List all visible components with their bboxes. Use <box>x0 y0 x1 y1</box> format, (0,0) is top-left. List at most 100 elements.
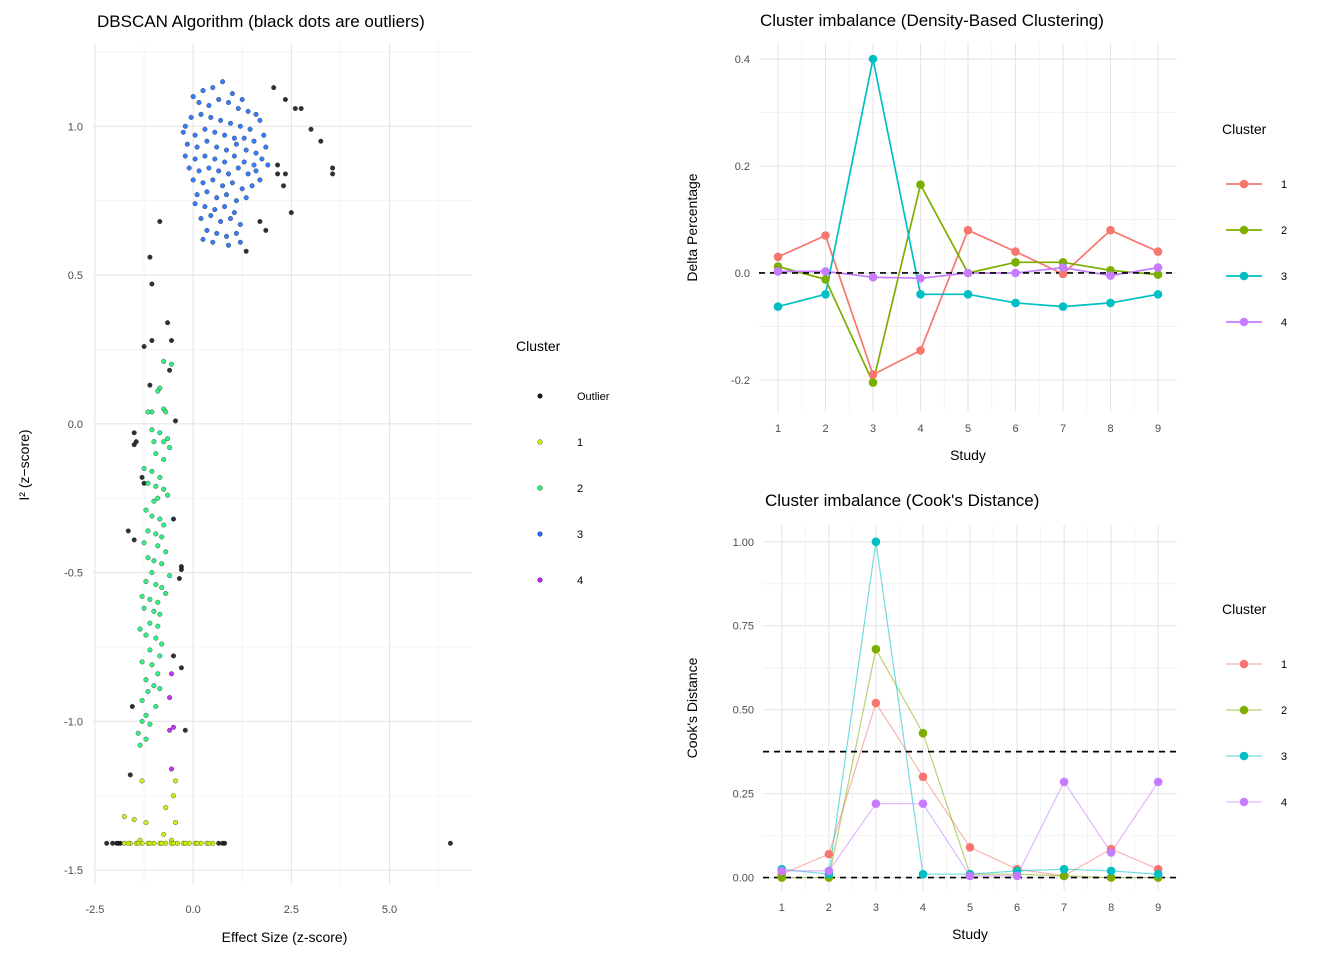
cook-x-tick-label: 1 <box>779 902 785 914</box>
scatter-point-cluster-3 <box>231 210 237 216</box>
scatter-point-cluster-3 <box>206 103 212 108</box>
scatter-x-tick-label: 0.0 <box>186 904 201 916</box>
scatter-point-cluster-4 <box>169 766 174 772</box>
scatter-point-cluster-2 <box>143 579 149 584</box>
scatter-point-cluster-1 <box>135 840 141 846</box>
delta-x-tick-label: 4 <box>917 423 923 435</box>
scatter-point-cluster-2 <box>157 430 163 436</box>
scatter-point-cluster-3 <box>190 177 196 183</box>
cook-point-4 <box>871 799 881 808</box>
cook-legend-key-point <box>1239 659 1249 669</box>
scatter-point-outlier <box>282 171 288 177</box>
scatter-point-cluster-2 <box>145 689 151 695</box>
scatter-legend-label: 4 <box>577 575 583 587</box>
scatter-point-cluster-2 <box>157 516 163 522</box>
scatter-point-cluster-3 <box>222 159 228 165</box>
scatter-point-cluster-3 <box>241 159 247 165</box>
scatter-point-cluster-2 <box>151 608 157 614</box>
scatter-point-cluster-3 <box>237 222 243 227</box>
scatter-point-cluster-3 <box>222 132 228 138</box>
delta-y-axis-title: Delta Percentage <box>684 173 700 281</box>
scatter-point-cluster-2 <box>159 641 165 647</box>
scatter-point-cluster-3 <box>194 192 200 198</box>
scatter-point-cluster-2 <box>157 474 163 480</box>
delta-x-tick-label: 2 <box>822 423 828 435</box>
scatter-point-cluster-2 <box>163 409 169 415</box>
scatter-point-cluster-3 <box>204 227 210 233</box>
cook-legend-key-point <box>1239 705 1249 715</box>
scatter-point-outlier <box>149 281 155 287</box>
delta-point-2 <box>1011 258 1020 267</box>
scatter-point-cluster-3 <box>202 126 208 132</box>
scatter-point-cluster-1 <box>131 817 137 822</box>
scatter-point-outlier <box>243 248 249 254</box>
scatter-point-cluster-3 <box>231 153 237 159</box>
delta-point-4 <box>773 267 783 276</box>
cook-point-3 <box>871 537 881 547</box>
scatter-point-cluster-3 <box>261 132 267 138</box>
cook-point-4 <box>1012 871 1022 881</box>
scatter-point-cluster-3 <box>253 111 259 117</box>
scatter-point-cluster-2 <box>163 549 169 555</box>
scatter-legend-key <box>537 393 543 399</box>
cook-legend-key-point <box>1239 751 1249 761</box>
scatter-point-cluster-2 <box>165 492 171 498</box>
scatter-point-cluster-2 <box>155 543 161 549</box>
scatter-point-cluster-3 <box>245 108 251 114</box>
scatter-point-cluster-1 <box>171 793 176 799</box>
delta-legend-key-point <box>1239 317 1249 327</box>
scatter-point-cluster-3 <box>228 216 233 221</box>
scatter-x-axis-title: Effect Size (z-score) <box>222 929 348 945</box>
cook-point-2 <box>918 728 928 738</box>
scatter-point-cluster-2 <box>155 623 161 629</box>
delta-point-1 <box>868 370 878 379</box>
delta-x-tick-label: 8 <box>1107 423 1113 435</box>
cook-point-2 <box>871 644 881 654</box>
scatter-point-cluster-3 <box>233 230 239 236</box>
scatter-point-cluster-3 <box>216 97 222 102</box>
cook-y-tick-label: 0.25 <box>733 789 754 801</box>
cook-point-4 <box>824 866 834 876</box>
scatter-point-outlier <box>165 320 171 326</box>
delta-legend-title: Cluster <box>1222 121 1267 137</box>
scatter-point-cluster-3 <box>214 230 220 236</box>
scatter-point-outlier <box>275 162 281 168</box>
scatter-point-outlier <box>182 727 188 733</box>
scatter-point-outlier <box>171 516 176 522</box>
cook-x-tick-label: 7 <box>1061 902 1067 914</box>
scatter-point-cluster-2 <box>145 528 151 534</box>
scatter-point-outlier <box>127 772 133 778</box>
cook-legend-label: 1 <box>1281 659 1287 671</box>
scatter-point-cluster-2 <box>153 704 159 709</box>
scatter-point-cluster-3 <box>226 242 231 248</box>
scatter-point-outlier <box>282 97 288 102</box>
scatter-legend-label: 3 <box>577 529 583 541</box>
scatter-point-outlier <box>275 171 281 177</box>
scatter-point-cluster-2 <box>159 585 165 590</box>
scatter-point-cluster-3 <box>184 141 190 147</box>
scatter-point-cluster-3 <box>200 180 206 186</box>
scatter-point-cluster-1 <box>125 840 131 846</box>
scatter-point-cluster-2 <box>151 498 157 504</box>
cook-point-4 <box>1106 848 1116 857</box>
dbscan-scatter-panel: -2.5 0.0 2.5 5.0 -1.5 -1.0 -0.5 0.0 0.5 1.0 DBSCAN… <box>16 12 610 945</box>
scatter-point-outlier <box>447 840 453 846</box>
delta-x-tick-label: 9 <box>1155 423 1161 435</box>
scatter-point-cluster-3 <box>206 165 212 171</box>
delta-point-2 <box>1153 270 1163 279</box>
scatter-point-cluster-2 <box>147 620 153 626</box>
scatter-x-tick-label: 2.5 <box>284 904 299 916</box>
delta-point-3 <box>1106 298 1115 308</box>
scatter-point-outlier <box>131 442 137 448</box>
scatter-point-cluster-3 <box>190 94 196 100</box>
cook-point-4 <box>965 871 975 881</box>
scatter-point-cluster-3 <box>200 88 206 94</box>
delta-point-1 <box>1011 247 1020 256</box>
scatter-point-cluster-2 <box>157 611 163 617</box>
scatter-point-outlier <box>288 210 294 216</box>
scatter-point-cluster-2 <box>153 483 159 489</box>
cooks-distance-panel: 1 2 3 4 5 6 7 8 9 0.00 0.25 0.50 0.75 1.00 Cluster imb… <box>684 491 1287 942</box>
scatter-point-cluster-3 <box>210 85 216 91</box>
scatter-point-cluster-3 <box>212 129 218 135</box>
